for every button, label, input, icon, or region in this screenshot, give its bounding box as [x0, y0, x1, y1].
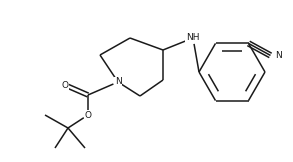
- Text: O: O: [84, 110, 91, 120]
- Text: N: N: [115, 77, 121, 87]
- Text: O: O: [62, 81, 69, 89]
- Text: NH: NH: [186, 34, 200, 42]
- Text: N: N: [275, 51, 282, 60]
